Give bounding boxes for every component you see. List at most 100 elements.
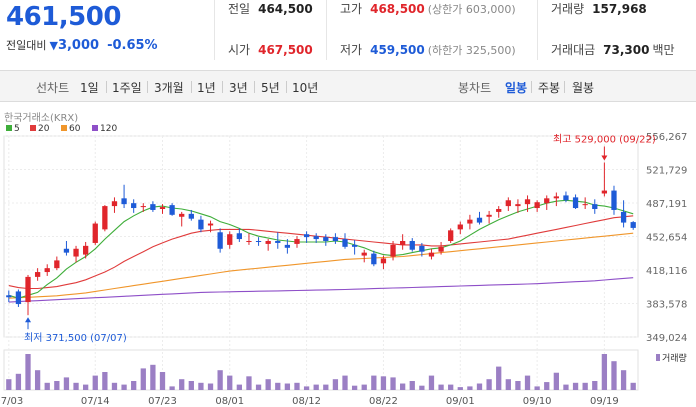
period-daily[interactable]: 일봉 xyxy=(505,81,528,95)
high-price: 고가 468,500 (상한가 603,000) xyxy=(340,0,516,17)
period-5y[interactable]: 5년 xyxy=(261,81,280,95)
down-triangle-icon: ▼ xyxy=(49,39,58,52)
max-arrow-head xyxy=(601,155,608,161)
volume-bar xyxy=(169,386,175,390)
candle-body xyxy=(524,199,531,205)
volume-bar xyxy=(323,384,329,390)
candle-body xyxy=(246,241,252,243)
candle xyxy=(476,211,483,225)
candle xyxy=(236,228,242,242)
separator xyxy=(531,81,532,93)
change-label: 전일대비 xyxy=(6,39,47,52)
candle-body xyxy=(448,230,454,242)
x-tick-label: 08/22 xyxy=(369,396,398,407)
volume-bar xyxy=(563,384,569,390)
volume-bar xyxy=(544,382,550,390)
candle-body xyxy=(198,219,204,230)
candle xyxy=(303,231,310,243)
period-3m[interactable]: 3개월 xyxy=(154,81,184,95)
candle-body xyxy=(351,244,358,247)
volume-bar xyxy=(409,381,415,390)
candle-body xyxy=(150,204,156,210)
candle xyxy=(265,239,271,251)
prev-close-label: 전일 xyxy=(228,2,251,16)
open-price: 시가 467,500 xyxy=(228,41,313,58)
candle-body xyxy=(380,258,387,264)
candle xyxy=(111,197,118,213)
y-tick-label: 556,267 xyxy=(646,132,687,143)
volume-bar xyxy=(83,384,89,390)
volume-bar xyxy=(332,379,339,390)
candle-body xyxy=(188,213,194,219)
candle xyxy=(255,237,262,246)
volume: 거래량 157,968 xyxy=(551,0,647,17)
candle xyxy=(332,233,339,244)
candle xyxy=(428,248,435,260)
candle xyxy=(188,209,194,221)
candle-body xyxy=(255,241,262,243)
change-row: 전일대비 ▼3,000 -0.65% xyxy=(6,37,158,53)
candle xyxy=(438,241,444,255)
volume-bar xyxy=(313,384,319,390)
volume-bar xyxy=(553,372,559,390)
candle xyxy=(140,203,146,212)
candle xyxy=(15,289,22,307)
candle xyxy=(457,221,463,235)
divider xyxy=(537,0,538,60)
x-tick-label: 09/10 xyxy=(523,396,552,407)
volume-bar xyxy=(448,384,454,390)
volume-bar xyxy=(380,376,387,390)
volume-area-border xyxy=(3,349,639,391)
candle-body xyxy=(342,239,348,247)
period-weekly[interactable]: 주봉 xyxy=(538,81,561,95)
volume-bar xyxy=(246,376,252,390)
volume-bar xyxy=(217,370,223,390)
candle-body xyxy=(371,253,377,265)
high-value: 468,500 xyxy=(370,2,425,16)
candle-body xyxy=(611,190,617,210)
volume-bar xyxy=(207,383,214,390)
candle-body xyxy=(227,234,233,245)
volume-bar xyxy=(361,384,367,390)
exchange-label: 한국거래소(KRX) xyxy=(4,112,78,124)
volume-bar xyxy=(140,368,146,390)
volume-bar xyxy=(457,387,463,390)
upper-limit: (상한가 603,000) xyxy=(427,3,516,16)
candle xyxy=(54,256,60,271)
candle-body xyxy=(140,206,146,208)
period-3y[interactable]: 3년 xyxy=(229,81,248,95)
volume-label: 거래량 xyxy=(551,2,585,16)
candle xyxy=(121,184,127,209)
period-10y[interactable]: 10년 xyxy=(292,81,319,95)
legend-swatch xyxy=(61,125,67,131)
volume-bar xyxy=(400,383,406,390)
volume-bar xyxy=(73,382,79,390)
trade-amount: 거래대금 73,300 백만 xyxy=(551,41,675,58)
candle xyxy=(227,231,233,249)
volume-bar xyxy=(342,375,348,390)
candle-body xyxy=(44,268,50,273)
quote-panel: 461,500 전일대비 ▼3,000 -0.65% 전일 464,500 시가 467… xyxy=(0,0,696,66)
volume-bar xyxy=(515,381,521,390)
volume-bar xyxy=(131,381,137,390)
volume-bar xyxy=(582,382,588,390)
candle-body xyxy=(131,203,137,209)
candle-body xyxy=(63,248,70,253)
volume-bar xyxy=(198,382,204,390)
legend-swatch xyxy=(30,125,36,131)
period-1d[interactable]: 1일 xyxy=(80,81,99,95)
candle xyxy=(83,241,89,259)
low-value: 459,500 xyxy=(370,43,425,57)
period-1w[interactable]: 1주일 xyxy=(112,81,142,95)
period-monthly[interactable]: 월봉 xyxy=(572,81,595,95)
volume-bar xyxy=(150,364,156,390)
candle xyxy=(380,255,387,270)
period-1y[interactable]: 1년 xyxy=(197,81,216,95)
candle-body xyxy=(83,245,89,255)
candle-body xyxy=(303,234,310,238)
candle xyxy=(159,204,166,214)
candle-body xyxy=(620,211,627,223)
volume-bar xyxy=(121,384,127,390)
volume-bar xyxy=(236,384,242,390)
volume-bar xyxy=(275,382,281,390)
